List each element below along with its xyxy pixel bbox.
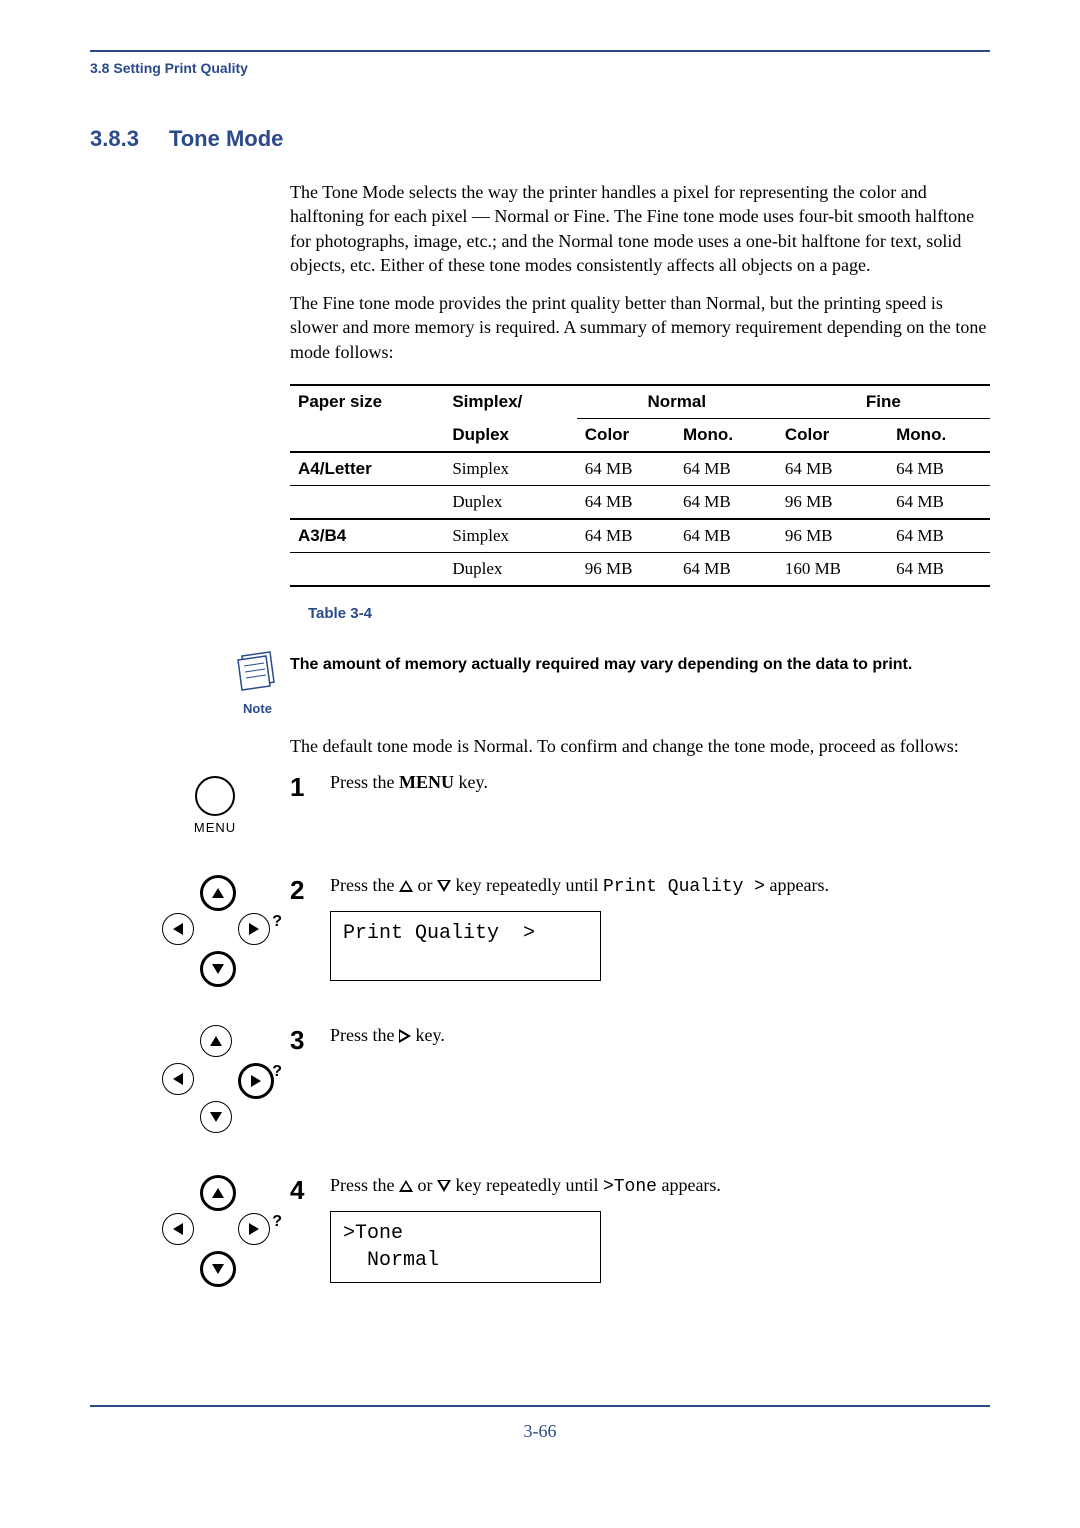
down-key-icon	[200, 951, 236, 987]
cell: 64 MB	[888, 452, 990, 486]
step-3-text: Press the key.	[330, 1025, 990, 1046]
cell: 64 MB	[675, 452, 777, 486]
th-simplex-duplex-l1: Simplex/	[444, 385, 576, 419]
after-note-para: The default tone mode is Normal. To conf…	[290, 734, 990, 758]
arrow-cluster-icon: ?	[150, 875, 280, 985]
cell-mode: Duplex	[444, 486, 576, 520]
cell: 64 MB	[675, 553, 777, 587]
step-2-text: Press the or key repeatedly until Print …	[330, 875, 990, 981]
table-caption: Table 3-4	[308, 605, 990, 622]
cell-paper	[290, 486, 444, 520]
cell: 64 MB	[888, 486, 990, 520]
up-triangle-icon	[399, 880, 413, 892]
cell-mode: Simplex	[444, 519, 576, 553]
question-mark-icon: ?	[272, 1213, 282, 1231]
lcd-display-2: >Tone Normal	[330, 1211, 601, 1283]
up-key-icon	[200, 1025, 232, 1057]
left-key-icon	[162, 1063, 194, 1095]
th-fine-mono: Mono.	[888, 419, 990, 453]
th-normal-color: Color	[577, 419, 675, 453]
menu-key-label: MENU	[194, 820, 236, 835]
cell: 160 MB	[777, 553, 888, 587]
step-number-2: 2	[290, 875, 330, 906]
cell-mode: Simplex	[444, 452, 576, 486]
arrow-cluster-icon: ?	[150, 1025, 280, 1135]
arrow-cluster-icon: ?	[150, 1175, 280, 1285]
page-header: 3.8 Setting Print Quality	[90, 60, 990, 76]
cell: 96 MB	[577, 553, 675, 587]
left-key-icon	[162, 1213, 194, 1245]
right-key-icon	[238, 913, 270, 945]
right-key-icon	[238, 1063, 274, 1099]
th-simplex-duplex-l2: Duplex	[444, 419, 576, 453]
cell: 64 MB	[888, 519, 990, 553]
step-number-3: 3	[290, 1025, 330, 1056]
up-triangle-icon	[399, 1180, 413, 1192]
question-mark-icon: ?	[272, 1063, 282, 1081]
section-number: 3.8.3	[90, 126, 139, 151]
section-heading: 3.8.3 Tone Mode	[90, 126, 990, 152]
cell: 64 MB	[577, 519, 675, 553]
up-key-icon	[200, 875, 236, 911]
cell-paper	[290, 553, 444, 587]
up-key-icon	[200, 1175, 236, 1211]
cell: 64 MB	[675, 486, 777, 520]
step-number-4: 4	[290, 1175, 330, 1206]
down-triangle-icon	[437, 880, 451, 892]
paragraph-1: The Tone Mode selects the way the printe…	[290, 180, 990, 277]
cell: 96 MB	[777, 519, 888, 553]
th-normal: Normal	[577, 385, 777, 419]
question-mark-icon: ?	[272, 913, 282, 931]
note-text: The amount of memory actually required m…	[290, 650, 990, 674]
paragraph-2: The Fine tone mode provides the print qu…	[290, 291, 990, 364]
cell: 96 MB	[777, 486, 888, 520]
down-key-icon	[200, 1251, 236, 1287]
step-1-text: Press the MENU key.	[330, 772, 990, 793]
cell-paper: A4/Letter	[290, 452, 444, 486]
menu-key-icon: MENU	[194, 776, 236, 835]
right-triangle-icon	[399, 1029, 411, 1043]
left-key-icon	[162, 913, 194, 945]
cell: 64 MB	[675, 519, 777, 553]
memory-table: Paper size Simplex/ Normal Fine Duplex C…	[290, 384, 990, 587]
cell-paper: A3/B4	[290, 519, 444, 553]
th-fine-color: Color	[777, 419, 888, 453]
cell: 64 MB	[888, 553, 990, 587]
section-title: Tone Mode	[169, 126, 283, 151]
lcd-display-1: Print Quality >	[330, 911, 601, 981]
cell: 64 MB	[777, 452, 888, 486]
th-paper-size: Paper size	[290, 385, 444, 452]
cell: 64 MB	[577, 452, 675, 486]
th-normal-mono: Mono.	[675, 419, 777, 453]
cell-mode: Duplex	[444, 553, 576, 587]
down-key-icon	[200, 1101, 232, 1133]
right-key-icon	[238, 1213, 270, 1245]
th-fine: Fine	[777, 385, 990, 419]
step-4-text: Press the or key repeatedly until >Tone …	[330, 1175, 990, 1283]
down-triangle-icon	[437, 1180, 451, 1192]
note-icon	[234, 650, 282, 692]
page-number: 3-66	[90, 1421, 990, 1442]
step-number-1: 1	[290, 772, 330, 803]
note-label: Note	[225, 701, 290, 716]
cell: 64 MB	[577, 486, 675, 520]
